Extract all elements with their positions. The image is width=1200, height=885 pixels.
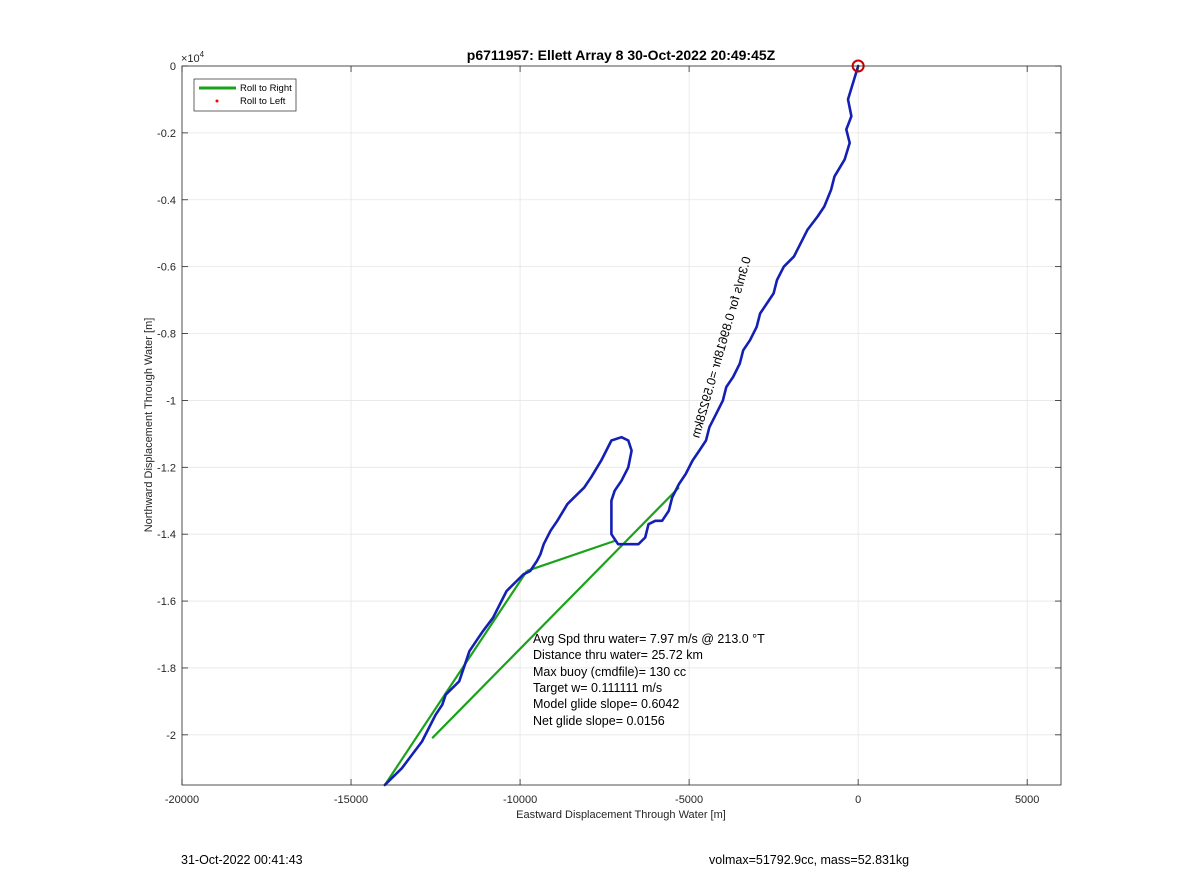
- annotation-distance: Distance thru water= 25.72 km: [533, 648, 703, 662]
- y-tick-label: -0.2: [157, 128, 176, 140]
- x-axis-label: Eastward Displacement Through Water [m]: [516, 809, 726, 821]
- x-tick-label: 5000: [1015, 794, 1039, 806]
- y-axis-label: Northward Displacement Through Water [m]: [143, 318, 155, 533]
- annotation-net-glide: Net glide slope= 0.0156: [533, 714, 665, 728]
- legend-label-roll-right: Roll to Right: [240, 83, 292, 94]
- y-tick-label: 0: [170, 61, 176, 73]
- roll-right-segment: [526, 539, 616, 573]
- annotation-max-buoy: Max buoy (cmdfile)= 130 cc: [533, 665, 686, 679]
- roll-right-segment: [383, 570, 528, 786]
- footer-timestamp: 31-Oct-2022 00:41:43: [181, 853, 303, 867]
- annotation-avg-speed: Avg Spd thru water= 7.97 m/s @ 213.0 °T: [533, 632, 765, 646]
- legend-label-roll-left: Roll to Left: [240, 96, 286, 107]
- y-tick-label: -2: [166, 730, 176, 742]
- y-tick-label: -1.4: [157, 529, 176, 541]
- legend-box: [193, 78, 297, 112]
- roll-right-segment: [431, 486, 680, 739]
- y-tick-label: -0.4: [157, 195, 176, 207]
- y-exponent-label: ×104: [181, 50, 205, 65]
- y-tick-label: -0.8: [157, 329, 176, 341]
- glider-track-line: [383, 64, 860, 787]
- y-tick-label: -1.6: [157, 596, 176, 608]
- annotation-model-glide: Model glide slope= 0.6042: [533, 697, 679, 711]
- x-tick-label: -5000: [675, 794, 703, 806]
- y-tick-label: -1: [166, 395, 176, 407]
- footer-info: volmax=51792.9cc, mass=52.831kg: [709, 853, 910, 867]
- x-tick-label: -15000: [334, 794, 368, 806]
- x-tick-label: 0: [855, 794, 861, 806]
- y-tick-label: -0.6: [157, 262, 176, 274]
- x-tick-label: -10000: [503, 794, 537, 806]
- plot-frame: [181, 65, 1062, 786]
- plot-area: [182, 66, 1061, 785]
- chart-title: p6711957: Ellett Array 8 30-Oct-2022 20:…: [467, 47, 776, 63]
- x-tick-label: -20000: [165, 794, 199, 806]
- stats-annotations: Avg Spd thru water= 7.97 m/s @ 213.0 °T …: [533, 632, 765, 728]
- grid-lines: [181, 65, 1061, 785]
- annotation-target-w: Target w= 0.111111 m/s: [533, 681, 662, 695]
- y-tick-label: -1.8: [157, 663, 176, 675]
- y-tick-label: -1.2: [157, 462, 176, 474]
- legend-swatch-roll-left: [215, 99, 219, 103]
- legend: Roll to Right Roll to Left: [193, 78, 297, 112]
- axis-ticks: -20000 -15000 -10000 -5000 0 5000 0 -0.2 -0.4 -0.…: [157, 61, 1061, 806]
